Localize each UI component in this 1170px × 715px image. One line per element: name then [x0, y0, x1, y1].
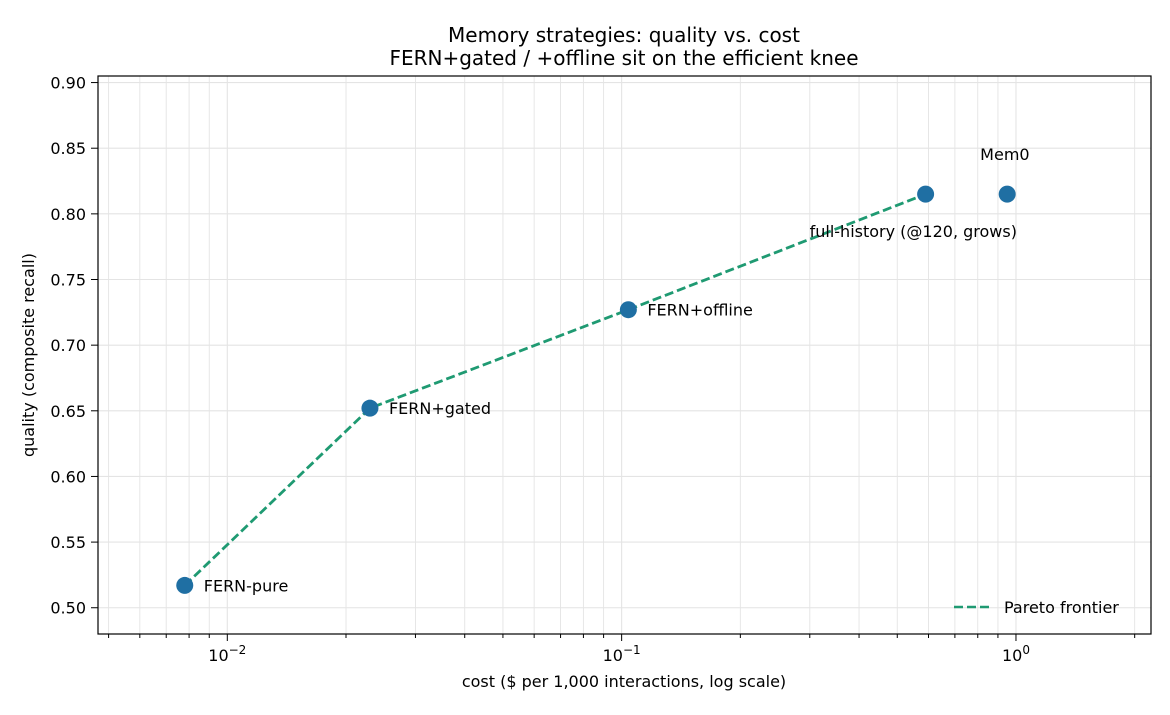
points-layer: FERN-pure FERN+gated FERN+offline full-hist… [176, 145, 1030, 595]
data-point [917, 185, 935, 203]
legend: Pareto frontier [954, 598, 1119, 617]
plot-frame [97, 75, 1152, 635]
grid [98, 76, 1151, 634]
data-point [176, 576, 194, 594]
y-tick-label: 0.65 [50, 402, 86, 421]
y-tick-label: 0.55 [50, 533, 86, 552]
point-label: FERN+gated [389, 399, 491, 418]
point-label: FERN-pure [204, 576, 289, 595]
data-point [619, 301, 637, 319]
y-axis-label: quality (composite recall) [19, 253, 38, 457]
point-label: full-history (@120, grows) [810, 222, 1017, 241]
x-tick-label: 10−1 [603, 643, 641, 665]
y-tick-label: 0.50 [50, 599, 86, 618]
x-tick-label: 100 [1002, 643, 1030, 665]
chart-title: Memory strategies: quality vs. cost [448, 23, 800, 47]
x-tick-label: 10−2 [208, 643, 246, 665]
point-label: Mem0 [980, 145, 1029, 164]
y-tick-label: 0.90 [50, 74, 86, 93]
y-tick-label: 0.70 [50, 336, 86, 355]
data-point [361, 399, 379, 417]
y-tick-label: 0.60 [50, 467, 86, 486]
y-tick-label: 0.85 [50, 139, 86, 158]
legend-frontier-label: Pareto frontier [1004, 598, 1119, 617]
ticks-layer: 0.50 0.55 0.60 0.65 0.70 0.75 0.80 0.85 0.90 10−2… [50, 74, 1136, 665]
x-axis-label: cost ($ per 1,000 interactions, log scal… [462, 672, 786, 691]
point-label: FERN+offline [647, 301, 753, 320]
y-tick-label: 0.80 [50, 205, 86, 224]
frontier-line [183, 192, 927, 587]
frontier-layer [183, 192, 927, 587]
data-point [998, 185, 1016, 203]
chart-subtitle: FERN+gated / +offline sit on the efficie… [389, 46, 858, 70]
y-tick-label: 0.75 [50, 271, 86, 290]
